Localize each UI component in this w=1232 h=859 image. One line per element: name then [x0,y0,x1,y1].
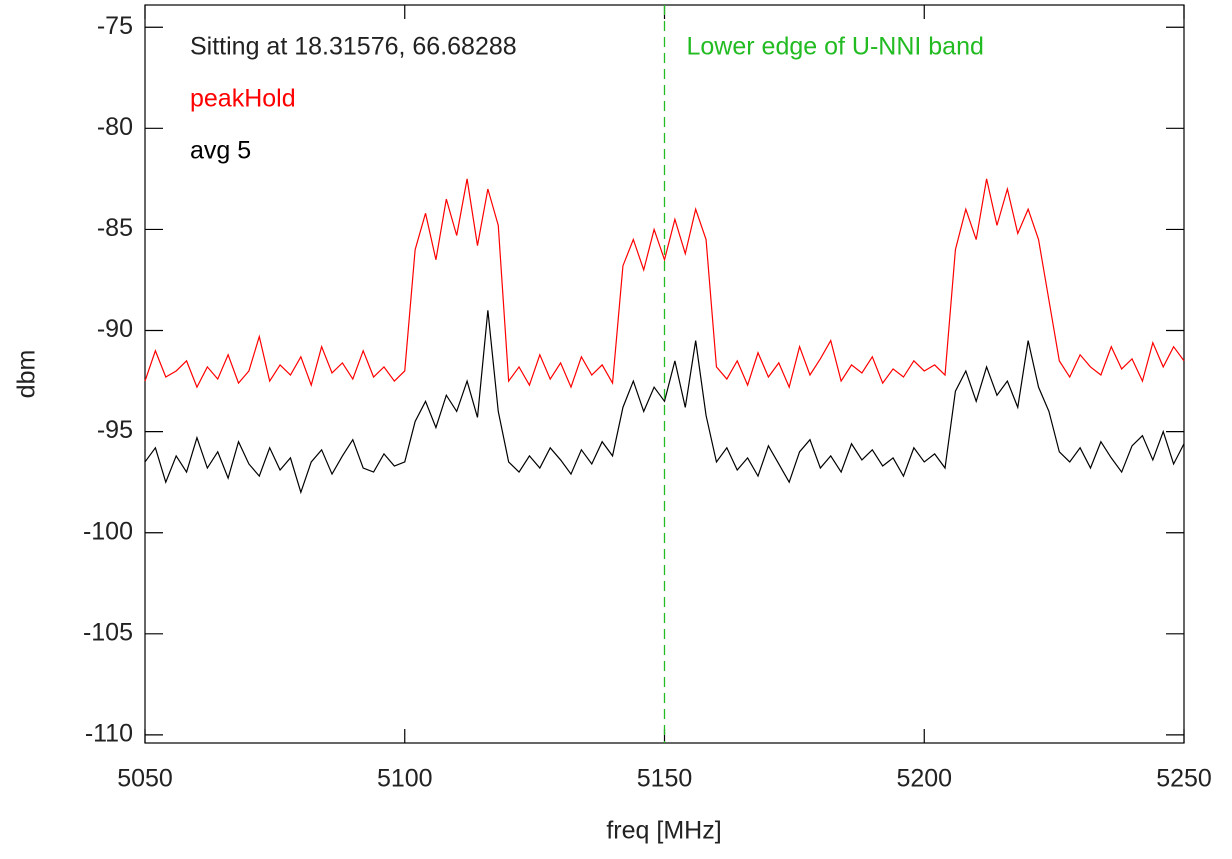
x-tick-label: 5250 [1156,765,1212,793]
y-tick-label: -85 [97,214,133,242]
x-tick-label: 5050 [117,765,173,793]
reference-label: Lower edge of U-NNI band [687,33,984,61]
y-tick-label: -110 [85,720,133,748]
x-axis-label: freq [MHz] [606,817,721,845]
y-tick-label: -80 [97,113,133,141]
annotation: Sitting at 18.31576, 66.68288 [190,33,517,61]
series-line [144,310,1185,495]
x-tick-label: 5100 [377,765,433,793]
legend-label: peakHold [190,85,296,113]
x-tick-label: 5150 [637,765,693,793]
y-tick-label: -90 [97,315,133,343]
y-tick-label: -75 [97,12,133,40]
legend-label: avg 5 [190,137,251,165]
y-tick-label: -95 [97,416,133,444]
series-line [144,178,1185,389]
y-tick-label: -100 [83,517,133,545]
y-tick-label: -105 [83,618,133,646]
x-tick-label: 5200 [896,765,952,793]
y-axis-label: dbm [13,350,41,399]
